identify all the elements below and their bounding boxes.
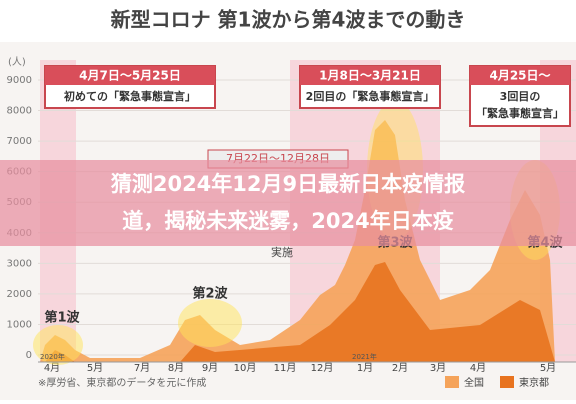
period-label: 2回目の「緊急事態宣言」 [306,89,435,103]
x-tick-label: 10月 [234,362,257,374]
unit: (人) [8,56,26,68]
title: 新型コロナ 第1波から第4波までの動き [111,8,466,32]
y-tick-label: 8000 [7,106,32,117]
period-label: 3回目の [500,89,541,103]
period-label: 初めての「緊急事態宣言」 [64,89,196,103]
period-box-head [470,66,570,85]
x-tick-label: 11月 [274,362,297,374]
overlay-band [0,160,576,246]
legend-label: 東京都 [519,376,549,389]
x-tick-label: 5月 [87,362,103,374]
period-dates: 4月25日～ [489,69,550,83]
wave-label: 第1波 [44,310,80,326]
period-dates: 1月8日～3月21日 [319,69,421,83]
y-tick-label: 9000 [7,75,32,86]
legend-label: 全国 [464,376,484,389]
wave-glow [178,299,242,347]
wave-glow [33,325,83,365]
x-tick-label: 4月 [44,362,60,374]
x-tick-label: 5月 [540,362,556,374]
x-tick-label: 8月 [168,362,184,374]
overlay-text: 猜测2024年12月9日最新日本疫情报 [110,172,465,196]
title-band [0,0,576,42]
legend-swatch [445,376,459,388]
tokyo-area [45,262,555,362]
y-tick-label: 0 [26,350,32,361]
x-tick-label: 9月 [202,362,218,374]
period-label: 「緊急事態宣言」 [476,106,564,120]
x-tick-label: 12月 [311,362,334,374]
period-dates: 4月7日～5月25日 [79,69,181,83]
period-box-head [300,66,440,85]
y-tick-label: 2000 [7,289,32,300]
y-tick-label: 3000 [7,258,32,269]
legend-swatch [500,376,514,388]
overlay-text: 道，揭秘未来迷雾，2024年日本疫 [122,209,453,233]
x-tick-label: 4月 [470,362,486,374]
period-box-head [45,66,215,85]
wave-label: 第2波 [192,286,228,302]
x-tick-label: 2月 [392,362,408,374]
y-tick-label: 7000 [7,136,32,147]
cases-area [40,120,555,362]
x-tick-label: 7月 [134,362,150,374]
x-tick-label: 3月 [430,362,446,374]
national-area [40,120,555,362]
x-tick-label: 1月 [357,362,373,374]
period-label: 実施 [271,245,293,259]
y-tick-label: 1000 [7,319,32,330]
year-label: 2020年 [40,352,65,361]
year-label: 2021年 [352,352,377,361]
note: ※厚労省、東京都のデータを元に作成 [38,376,206,389]
